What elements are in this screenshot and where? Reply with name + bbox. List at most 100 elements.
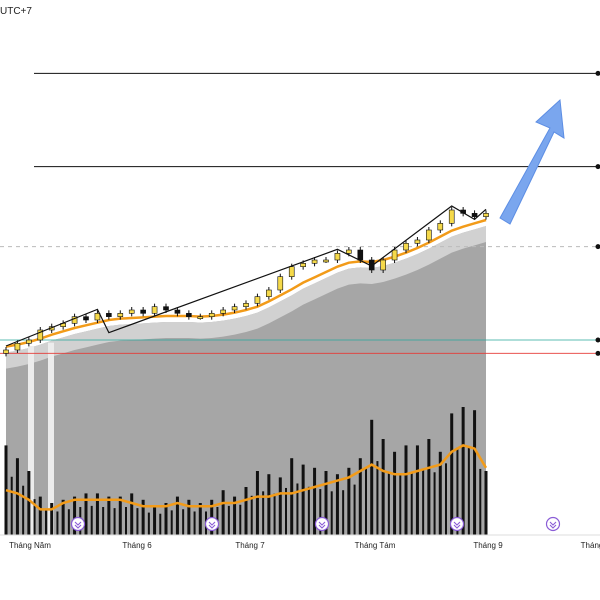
volume-bar (347, 467, 351, 535)
volume-bar (107, 496, 111, 535)
volume-bar (479, 468, 482, 535)
event-marker (314, 516, 330, 532)
candle (106, 313, 112, 317)
x-tick-label: Tháng 7 (235, 541, 265, 550)
volume-bar (56, 511, 59, 535)
volume-bar (50, 503, 54, 535)
volume-bar (250, 495, 253, 535)
volume-bar (45, 510, 47, 535)
candle (243, 303, 249, 307)
volume-bar (473, 410, 477, 535)
volume-bar (342, 490, 345, 535)
candle (83, 316, 89, 321)
volume-bar (27, 471, 31, 535)
volume-bar (187, 499, 191, 535)
volume-bar (233, 496, 237, 535)
candle (471, 213, 478, 217)
volume-bar (335, 474, 339, 535)
candle (277, 276, 284, 291)
forecast-arrow (499, 98, 565, 225)
volume-bar (67, 509, 70, 535)
candle (357, 249, 364, 261)
candle (311, 259, 318, 264)
volume-bar (175, 496, 179, 535)
volume-bar (319, 489, 322, 535)
x-tick-label: Tháng Tám (355, 541, 396, 550)
volume-bar (262, 491, 265, 535)
candle (254, 296, 261, 304)
volume-bar (461, 407, 465, 535)
volume-bar (301, 464, 305, 535)
volume-bar (456, 447, 459, 535)
candle (140, 309, 146, 314)
event-marker-icon (549, 521, 557, 529)
volume-bar (330, 491, 333, 535)
volume-bar (450, 413, 454, 535)
volume-bar (353, 484, 356, 535)
volume-bar (467, 446, 470, 535)
volume-bar (267, 474, 271, 535)
candle (266, 289, 272, 297)
candle (37, 329, 44, 341)
volume-bar (15, 458, 19, 535)
volume-bar (182, 509, 185, 535)
volume-bar (255, 471, 259, 535)
volume-ma-line (5, 444, 488, 511)
x-tick-label: Tháng Năm (9, 541, 51, 550)
volume-bar (10, 476, 13, 535)
volume-bar (273, 493, 276, 535)
event-marker (70, 516, 86, 532)
volume-bar (387, 472, 390, 535)
candle (151, 306, 158, 314)
volume-bar (147, 512, 150, 535)
volume-bar (159, 513, 162, 535)
candle (380, 259, 386, 271)
volume-bar (393, 451, 397, 535)
candle (300, 263, 306, 267)
candle (437, 223, 444, 231)
candle (448, 209, 455, 224)
volume-bar (410, 472, 413, 535)
event-marker (449, 516, 465, 532)
candle (14, 343, 21, 351)
candle (426, 229, 432, 241)
volume-bar (285, 487, 287, 535)
volume-bar (438, 451, 442, 535)
volume-bar (193, 511, 196, 535)
volume-bar (33, 499, 36, 535)
level-handle (595, 70, 600, 76)
volume-bar (22, 485, 25, 535)
volume-bar (38, 496, 42, 535)
volume-bar (136, 508, 139, 535)
ma-band (6, 226, 486, 369)
volume-bar (102, 507, 105, 535)
volume-bar (399, 474, 402, 535)
candle (3, 349, 9, 354)
volume-bar (358, 458, 362, 535)
event-marker (204, 516, 220, 532)
volume-bar (198, 503, 202, 535)
volume-bar (290, 458, 294, 535)
highlight-strip (28, 346, 34, 535)
candle (231, 306, 238, 311)
volume-bar (84, 493, 88, 535)
volume-bar (95, 493, 99, 535)
timezone-label: UTC+7 (0, 6, 32, 17)
candle (186, 313, 192, 317)
x-tick-label: Tháng 6 (122, 541, 152, 550)
candle (94, 313, 101, 321)
level-handle (595, 244, 600, 250)
candle (117, 313, 124, 317)
volume-bar (239, 504, 242, 535)
volume-bar (153, 506, 157, 535)
candle (208, 313, 215, 317)
candle (288, 266, 295, 277)
volume-bar (324, 471, 328, 535)
x-tick-label: Tháng (581, 541, 600, 550)
volume-bar (307, 486, 310, 535)
candle (174, 309, 181, 314)
volume-bar (141, 499, 145, 535)
candle (128, 309, 135, 314)
event-marker-icon (453, 521, 461, 529)
